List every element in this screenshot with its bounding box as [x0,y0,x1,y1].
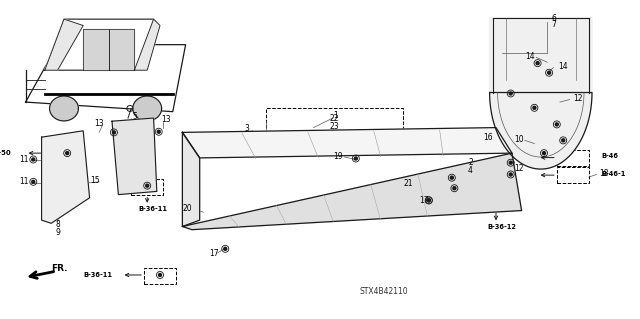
Polygon shape [83,29,109,70]
Text: FR.: FR. [51,264,68,273]
Bar [131,179,163,195]
Circle shape [428,199,430,202]
Polygon shape [109,29,134,70]
Circle shape [556,123,558,126]
Text: 13: 13 [94,119,104,128]
Text: 8: 8 [55,220,60,229]
Text: 12: 12 [573,94,582,103]
Circle shape [533,106,536,109]
Polygon shape [112,118,157,195]
Text: 20: 20 [182,204,192,213]
Circle shape [146,184,148,187]
Text: 14: 14 [525,52,534,61]
Polygon shape [50,96,79,121]
Bar [557,150,589,166]
Text: 2: 2 [468,158,473,167]
Polygon shape [26,45,186,112]
Text: 22: 22 [330,114,339,122]
Circle shape [159,273,161,277]
Bar [51,145,83,163]
Text: B-46-1: B-46-1 [602,171,626,177]
Bar [480,195,512,211]
Circle shape [509,161,512,164]
Polygon shape [134,19,160,70]
Text: B-36-12: B-36-12 [488,224,516,230]
Circle shape [453,187,456,190]
Circle shape [32,180,35,183]
Text: 1: 1 [333,111,339,120]
Polygon shape [182,128,512,158]
Text: 19: 19 [333,152,342,161]
Polygon shape [45,19,83,70]
Text: B-46: B-46 [602,153,619,159]
Text: 12: 12 [514,164,524,173]
Polygon shape [182,132,200,226]
Text: B-36-11: B-36-11 [83,272,112,278]
Text: 17: 17 [419,197,429,205]
Text: 5: 5 [132,112,137,121]
Circle shape [548,71,550,74]
Text: 23: 23 [330,122,340,130]
Text: 11: 11 [20,155,29,164]
Text: 18: 18 [599,169,609,178]
Circle shape [562,139,564,142]
Text: 16: 16 [483,133,493,142]
Circle shape [355,157,357,160]
Circle shape [509,173,512,176]
Circle shape [66,152,68,155]
Text: 14: 14 [558,63,568,71]
Text: 15: 15 [90,176,100,185]
Text: STX4B42110: STX4B42110 [360,287,408,296]
Bar [266,108,403,137]
Circle shape [428,199,430,202]
Circle shape [224,247,227,250]
Text: B-50: B-50 [0,150,12,156]
Text: B-36-11: B-36-11 [138,206,167,212]
Polygon shape [490,18,592,169]
Circle shape [113,131,115,134]
Circle shape [536,62,539,65]
Text: 21: 21 [403,179,413,188]
Text: 10: 10 [514,135,524,144]
Polygon shape [45,19,154,70]
Text: 11: 11 [20,177,29,186]
Text: 4: 4 [468,166,473,175]
Bar [557,167,589,183]
Text: 17: 17 [209,249,220,258]
Circle shape [451,176,453,179]
Polygon shape [133,96,162,121]
Text: 9: 9 [55,228,60,237]
Circle shape [543,152,545,155]
Text: 3: 3 [244,124,249,133]
Text: 13: 13 [161,115,172,124]
Circle shape [32,158,35,161]
Polygon shape [42,131,90,223]
Circle shape [509,92,512,95]
Bar [144,268,176,284]
Text: 7: 7 [552,20,557,29]
Text: 6: 6 [552,14,557,23]
Circle shape [157,130,160,133]
Polygon shape [182,153,522,230]
